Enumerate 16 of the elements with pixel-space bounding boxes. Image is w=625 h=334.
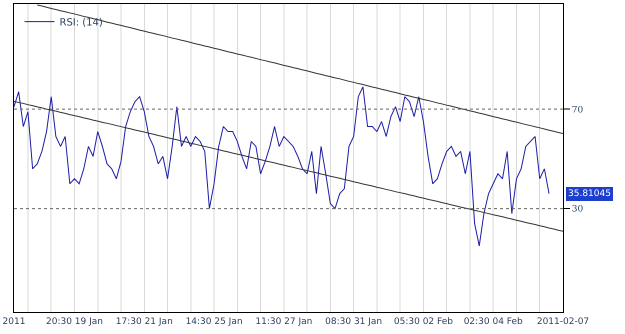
x-tick-label: 08:30 31 Jan [325, 316, 382, 327]
x-tick-label: 14:30 25 Jan [186, 316, 243, 327]
x-tick-label: 11:30 27 Jan [255, 316, 312, 327]
y-tick-label: 30 [572, 204, 584, 215]
line-series [36, 4, 563, 134]
legend-label: RSI: (14) [59, 17, 103, 28]
y-tick-label: 70 [572, 105, 584, 116]
x-tick-label: 2011-02-07 [536, 316, 590, 327]
line-series [14, 100, 563, 232]
text: 35.81045 [568, 189, 611, 199]
x-tick-label: 05:30 02 Feb [394, 316, 454, 327]
x-tick-label: 17:30 21 Jan [116, 316, 173, 327]
x-tick-label: 02:30 04 Feb [464, 316, 524, 327]
x-tick-label: 20:30 19 Jan [46, 316, 103, 327]
x-tick-label: 2011 [2, 316, 26, 327]
line-series [14, 86, 550, 246]
